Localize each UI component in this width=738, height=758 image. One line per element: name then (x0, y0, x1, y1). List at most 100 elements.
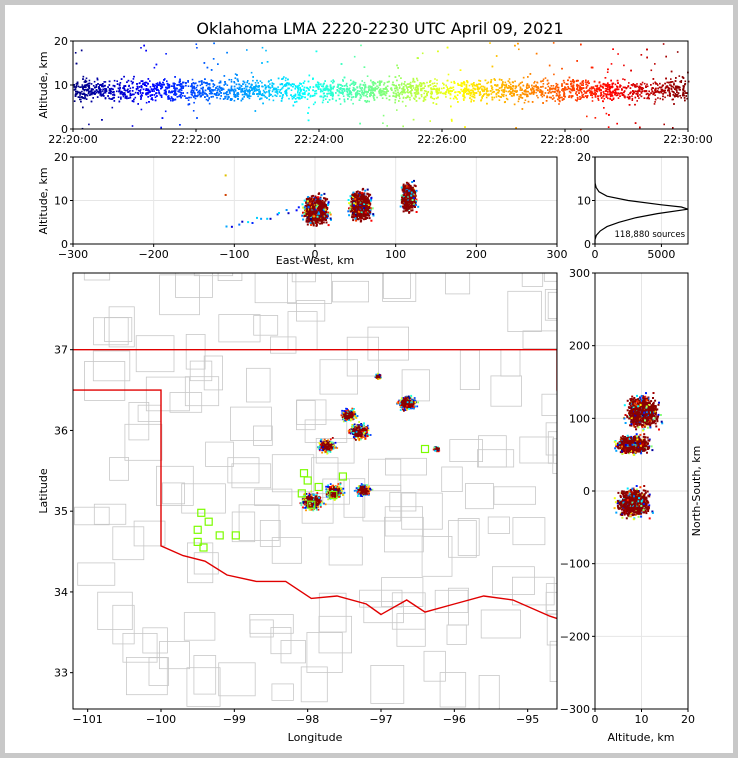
time-altitude-point (391, 83, 394, 86)
time-altitude-point (342, 80, 344, 82)
time-altitude-point (579, 89, 581, 91)
time-altitude-point (280, 88, 283, 90)
time-altitude-point (418, 97, 421, 100)
time-altitude-point (84, 95, 86, 98)
time-altitude-point (363, 81, 366, 84)
time-altitude-point (607, 84, 610, 86)
time-altitude-point (481, 89, 484, 92)
time-altitude-point (231, 98, 233, 100)
time-altitude-point (284, 90, 286, 93)
time-altitude-point (210, 69, 213, 71)
time-altitude-point (195, 82, 197, 84)
time-altitude-point (527, 76, 529, 78)
time-altitude-point (378, 80, 381, 82)
time-altitude-point (101, 119, 103, 121)
time-altitude-point (600, 94, 603, 96)
time-altitude-point (112, 91, 115, 93)
time-altitude-point (290, 89, 293, 91)
time-altitude-point (309, 86, 311, 89)
time-altitude-point (100, 89, 102, 91)
time-altitude-point (582, 87, 585, 89)
time-altitude-point (346, 91, 349, 94)
time-altitude-point (454, 95, 456, 98)
time-altitude-point (551, 98, 554, 100)
time-altitude-point (430, 87, 432, 89)
time-altitude-point (602, 95, 604, 98)
time-altitude-point (646, 97, 648, 100)
time-altitude-point (133, 98, 135, 101)
time-altitude-point (317, 83, 320, 86)
time-altitude-point (414, 87, 417, 89)
time-altitude-point (614, 93, 616, 96)
time-altitude-point (96, 77, 99, 80)
time-altitude-point (112, 94, 114, 96)
time-altitude-point (85, 88, 87, 91)
time-altitude-point (385, 92, 388, 95)
time-altitude-point (519, 86, 522, 88)
time-altitude-point (487, 90, 489, 92)
time-altitude-point (547, 89, 549, 91)
time-altitude-point (483, 93, 485, 96)
time-altitude-point (591, 94, 593, 97)
time-altitude-point (599, 84, 602, 87)
time-altitude-point (156, 95, 158, 97)
time-altitude-point (589, 91, 591, 94)
time-altitude-point (272, 99, 275, 102)
time-altitude-point (83, 93, 86, 95)
time-altitude-point (409, 85, 412, 88)
time-altitude-point (355, 94, 357, 97)
time-altitude-point (221, 88, 223, 91)
time-altitude-point (282, 85, 285, 88)
time-altitude-point (646, 83, 648, 86)
time-altitude-point (670, 70, 673, 73)
time-altitude-point (494, 79, 496, 81)
time-altitude-point (623, 90, 626, 92)
time-altitude-point (413, 81, 416, 83)
time-altitude-point (240, 85, 242, 87)
time-altitude-point (301, 95, 303, 98)
time-altitude-point (395, 92, 397, 95)
time-altitude-point (256, 89, 259, 91)
time-altitude-point (561, 96, 563, 99)
time-altitude-point (423, 92, 425, 95)
time-altitude-point (445, 84, 447, 87)
time-altitude-point (614, 90, 617, 92)
time-altitude-point (89, 94, 91, 96)
time-altitude-point (148, 101, 150, 103)
time-altitude-point (496, 89, 498, 91)
time-altitude-point (606, 71, 609, 73)
time-altitude-point (95, 85, 98, 87)
time-altitude-point (535, 84, 537, 87)
time-altitude-point (152, 88, 154, 91)
time-altitude-point (159, 81, 161, 84)
time-altitude-point (191, 94, 193, 96)
time-altitude-point (670, 84, 672, 87)
time-altitude-point (252, 76, 254, 78)
time-altitude-point (193, 101, 195, 104)
time-altitude-point (376, 85, 378, 87)
time-altitude-point (126, 89, 129, 92)
time-altitude-point (631, 95, 633, 97)
time-altitude-point (665, 91, 667, 94)
time-altitude-point (578, 92, 580, 94)
time-altitude-point (103, 95, 105, 97)
time-altitude-point (391, 89, 393, 91)
time-altitude-point (430, 88, 433, 91)
time-altitude-point (394, 95, 396, 98)
time-altitude-point (552, 85, 555, 87)
time-altitude-point (319, 90, 322, 93)
time-altitude-point (206, 95, 209, 97)
time-altitude-point (288, 82, 290, 85)
time-altitude-point (521, 92, 524, 94)
time-altitude-point (87, 92, 90, 95)
time-altitude-point (173, 86, 176, 89)
time-altitude-point (548, 96, 551, 99)
time-altitude-point (686, 92, 688, 94)
time-altitude-point (253, 90, 256, 93)
time-altitude-point (354, 88, 357, 91)
time-altitude-point (130, 80, 133, 83)
time-altitude-point (158, 92, 161, 95)
time-altitude-point (495, 92, 498, 95)
time-altitude-point (652, 78, 655, 80)
time-altitude-point (228, 90, 231, 92)
